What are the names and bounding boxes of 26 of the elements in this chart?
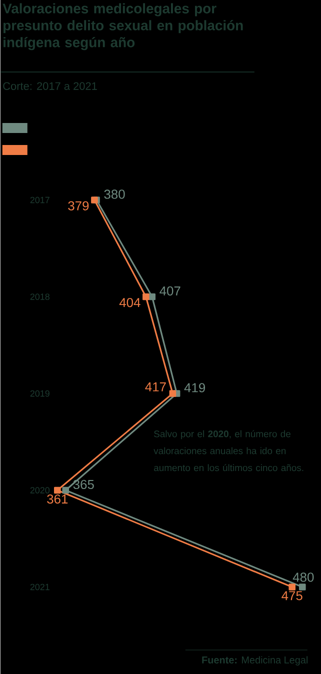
y-tick-label: 2020 bbox=[30, 487, 50, 494]
point bbox=[148, 293, 156, 300]
data-label: 417 bbox=[144, 382, 166, 392]
data-label: 365 bbox=[73, 480, 94, 490]
y-tick-label: 2018 bbox=[30, 294, 50, 300]
point bbox=[169, 390, 176, 397]
data-label: 404 bbox=[119, 298, 140, 308]
point bbox=[62, 486, 69, 494]
y-tick-label: 2017 bbox=[30, 196, 50, 204]
data-label: 379 bbox=[68, 201, 88, 210]
y-tick-label: 2021 bbox=[30, 584, 50, 590]
data-label: 407 bbox=[159, 286, 180, 296]
data-label: 380 bbox=[104, 190, 125, 199]
data-label: 419 bbox=[184, 383, 205, 392]
annotation: Salvo por el 2020, el número de valoraciones anuales ha ido en aumento en los últimos cinco años. bbox=[153, 430, 303, 472]
text: Fuente: Medicina Legal bbox=[202, 656, 308, 666]
data-label: 475 bbox=[281, 591, 302, 600]
point bbox=[54, 486, 61, 494]
data-label: 480 bbox=[292, 572, 314, 582]
point bbox=[298, 584, 306, 590]
chart-subtitle: Corte: 2017 a 2021 bbox=[2, 82, 97, 90]
data-label: 361 bbox=[46, 494, 68, 504]
chart-title: Valoraciones medicolegales por presunto delito sexual en población indígena según año bbox=[2, 3, 243, 50]
y-tick-label: 2019 bbox=[30, 390, 50, 397]
point bbox=[288, 584, 296, 590]
point bbox=[142, 293, 150, 300]
